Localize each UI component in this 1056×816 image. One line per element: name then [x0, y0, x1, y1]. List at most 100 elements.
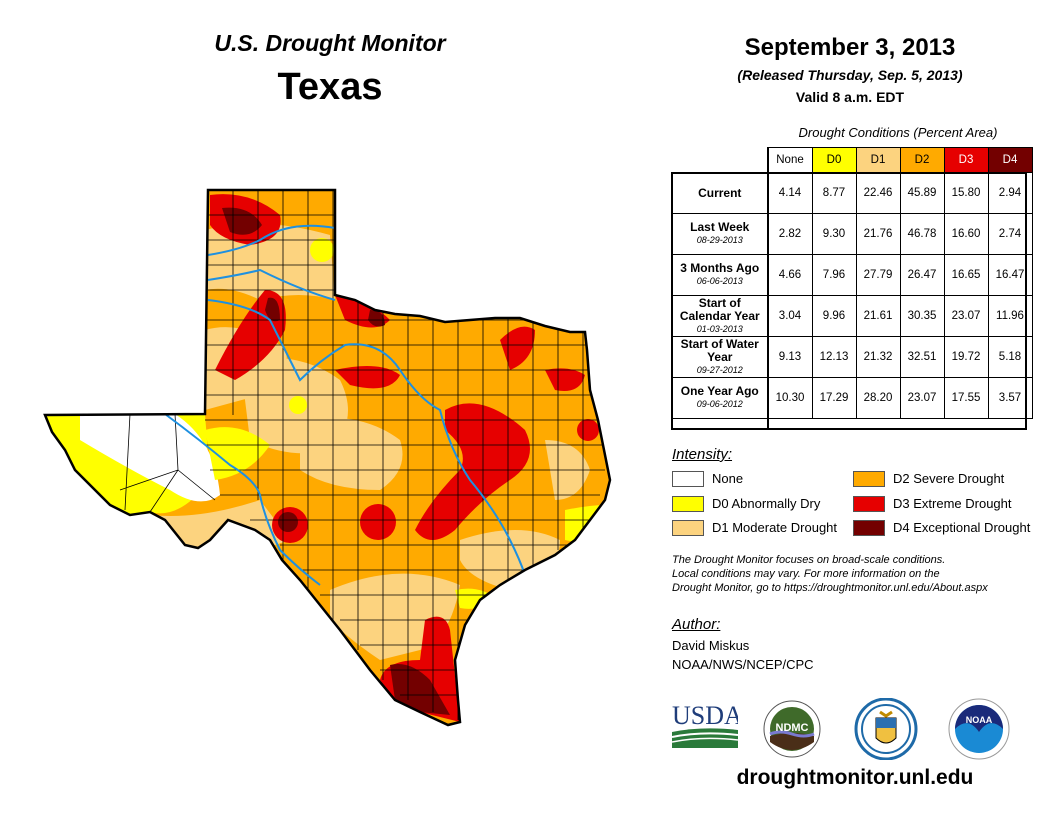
col-header-d1: D1: [855, 147, 901, 173]
legend-label: None: [712, 471, 744, 486]
row-date: 09-27-2012: [696, 364, 743, 375]
col-header-d2: D2: [899, 147, 945, 173]
row-label-text: Start of Calendar Year: [679, 295, 760, 323]
col-header-d3: D3: [943, 147, 989, 173]
commerce-seal-logo: [854, 698, 918, 760]
red-river-fork: [207, 268, 336, 301]
note-line: Drought Monitor, go to https://droughtmo…: [672, 582, 988, 594]
d0-area-central: [289, 396, 307, 414]
legend-swatch: [672, 520, 704, 536]
map-title: U.S. Drought Monitor: [214, 30, 446, 56]
row-date: 01-03-2013: [696, 323, 743, 334]
col-header-d4: D4: [987, 147, 1033, 173]
note-line: Local conditions may vary. For more info…: [672, 568, 940, 580]
cell-value: 16.65: [943, 254, 989, 296]
row-label: Last Week 08-29-2013: [671, 213, 769, 255]
drought-conditions-table: None D0 D1 D2 D3 D4 Current 4.14 8.77 22.46…: [671, 147, 1033, 419]
cell-value: 17.29: [811, 377, 857, 419]
legend-title: Intensity:: [672, 446, 733, 463]
legend-label: D4 Exceptional Drought: [893, 520, 1031, 535]
cell-value: 26.47: [899, 254, 945, 296]
table-corner: [672, 148, 769, 173]
table-row: Start of Water Year 09-27-2012 9.13 12.13 21…: [671, 336, 1033, 378]
region-title: Texas: [277, 66, 383, 108]
d4-area-panhandle: [222, 207, 262, 235]
cell-value: 9.30: [811, 213, 857, 255]
cell-value: 22.46: [855, 172, 901, 214]
row-label-text: Last Week: [690, 220, 750, 234]
cell-value: 46.78: [899, 213, 945, 255]
row-date: 08-29-2013: [696, 235, 743, 245]
none-area-trans-pecos: [80, 414, 220, 502]
cell-value: 45.89: [899, 172, 945, 214]
cell-value: 8.77: [811, 172, 857, 214]
d3-area-northeast: [500, 326, 535, 370]
cell-value: 15.80: [943, 172, 989, 214]
cell-value: 21.76: [855, 213, 901, 255]
valid-time: Valid 8 a.m. EDT: [795, 89, 905, 105]
cell-value: 4.14: [767, 172, 813, 214]
legend-swatch: [672, 471, 704, 487]
cell-value: 3.04: [767, 295, 813, 337]
author-organization: NOAA/NWS/NCEP/CPC: [672, 657, 814, 672]
ndmc-logo-text: NDMC: [776, 722, 809, 734]
release-date: (Released Thursday, Sep. 5, 2013): [737, 67, 963, 83]
row-date: 09-06-2012: [696, 399, 743, 409]
canadian-river: [207, 224, 336, 256]
cell-value: 21.32: [855, 336, 901, 378]
table-row: One Year Ago 09-06-2012 10.30 17.29 28.20 23.…: [671, 377, 1033, 419]
cell-value: 16.60: [943, 213, 989, 255]
table-header-row: None D0 D1 D2 D3 D4: [672, 147, 1033, 173]
d3-area-east-2: [577, 419, 599, 441]
cell-value: 27.79: [855, 254, 901, 296]
texas-drought-map: [43, 188, 612, 727]
legend-swatch: [672, 496, 704, 512]
row-label-text: Current: [698, 185, 742, 200]
cell-value: 17.55: [943, 377, 989, 419]
legend-label: D1 Moderate Drought: [712, 520, 838, 535]
table-row: 3 Months Ago 06-06-2013 4.66 7.96 27.79 26.47…: [671, 254, 1033, 296]
col-header-d0: D0: [811, 147, 857, 173]
row-date: 06-06-2013: [696, 276, 743, 286]
row-label-text: 3 Months Ago: [680, 261, 760, 275]
cell-value: 2.82: [767, 213, 813, 255]
table-row: Start of Calendar Year 01-03-2013 3.04 9.96…: [671, 295, 1033, 337]
d4-area-valley: [390, 664, 450, 715]
ndmc-logo: NDMC: [763, 700, 821, 758]
map-date: September 3, 2013: [744, 34, 956, 61]
note-line: The Drought Monitor focuses on broad-sca…: [672, 554, 946, 566]
cell-value: 4.66: [767, 254, 813, 296]
cell-value: 2.74: [987, 213, 1033, 255]
table-row: Last Week 08-29-2013 2.82 9.30 21.76 46.78 16.…: [671, 213, 1033, 255]
col-header-none: None: [767, 147, 813, 173]
usda-logo: USDA: [672, 701, 738, 748]
d3-area-rolling-plains: [335, 366, 400, 389]
cell-value: 28.20: [855, 377, 901, 419]
d1-area-hill-country: [300, 417, 403, 490]
cell-value: 3.57: [987, 377, 1033, 419]
d3-area-edwards: [360, 504, 396, 540]
noaa-logo-text: NOAA: [966, 715, 993, 725]
author-name: David Miskus: [672, 638, 750, 653]
author-heading: Author:: [672, 616, 721, 633]
row-label-text: One Year Ago: [680, 384, 759, 398]
cell-value: 7.96: [811, 254, 857, 296]
d4-area-rio-grande: [278, 512, 298, 532]
cell-value: 10.30: [767, 377, 813, 419]
legend-label: D2 Severe Drought: [893, 471, 1005, 486]
texas-outline: [43, 188, 612, 727]
legend-swatch: [853, 496, 885, 512]
legend-label: D0 Abnormally Dry: [712, 496, 821, 511]
rio-grande-pecos: [164, 413, 321, 586]
cell-value: 19.72: [943, 336, 989, 378]
cell-value: 16.47: [987, 254, 1033, 296]
cell-value: 11.96: [987, 295, 1033, 337]
d0-area-panhandle: [310, 238, 334, 262]
rivers: [164, 224, 526, 586]
website-link[interactable]: droughtmonitor.unl.edu: [736, 766, 974, 789]
table-caption: Drought Conditions (Percent Area): [798, 125, 998, 140]
noaa-logo: NOAA: [948, 698, 1010, 760]
cell-value: 23.07: [943, 295, 989, 337]
county-lines: [119, 190, 605, 720]
cell-value: 5.18: [987, 336, 1033, 378]
